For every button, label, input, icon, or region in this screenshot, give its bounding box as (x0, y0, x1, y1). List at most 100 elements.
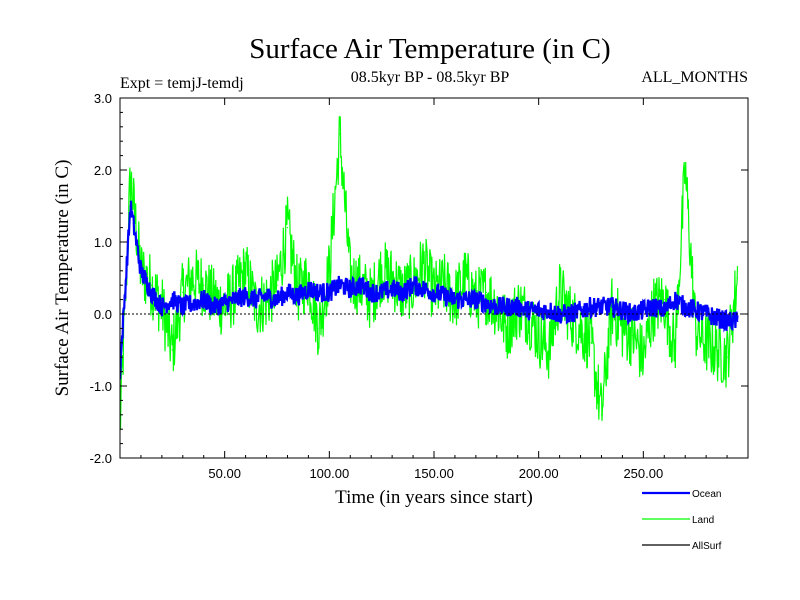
ocean-point (140, 270, 142, 272)
ocean-point (433, 291, 435, 294)
ocean-point (223, 302, 226, 305)
land-point (443, 284, 446, 286)
ocean-point (496, 306, 498, 308)
land-point (339, 133, 341, 135)
ocean-point (579, 309, 582, 312)
ocean-point (590, 306, 592, 308)
land-point (674, 349, 676, 351)
land-point (684, 169, 686, 171)
ocean-point (370, 291, 373, 294)
ocean-point (621, 309, 624, 312)
land-point (129, 176, 132, 178)
land-point (245, 270, 247, 272)
y-tick-label: 3.0 (94, 91, 112, 106)
land-point (538, 335, 540, 337)
ocean-point (673, 298, 676, 301)
ocean-point (255, 298, 257, 301)
land-point (464, 277, 466, 279)
land-point (307, 277, 309, 279)
series-land-line (120, 116, 739, 430)
land-point (224, 306, 226, 308)
series-ocean-line (120, 200, 739, 380)
x-tick-label: 200.00 (519, 466, 559, 481)
chart-title: Surface Air Temperature (in C) (249, 33, 610, 65)
y-tick-label: -2.0 (90, 451, 112, 466)
ocean-point (726, 320, 728, 323)
ocean-point (475, 298, 477, 301)
experiment-label: Expt = temjJ-temdj (120, 75, 244, 92)
ocean-point (391, 288, 393, 290)
land-point (391, 277, 393, 279)
land-point (506, 327, 508, 329)
land-point (203, 284, 205, 286)
ocean-point (485, 302, 488, 305)
ocean-point (537, 309, 540, 312)
ocean-point (412, 284, 414, 287)
ocean-point (276, 298, 278, 301)
ocean-point (307, 288, 310, 290)
ocean-point (339, 284, 341, 287)
months-label: ALL_MONTHS (641, 69, 748, 86)
ocean-point (286, 291, 289, 294)
land-point (726, 356, 728, 358)
x-tick-label: 250.00 (623, 466, 663, 481)
ocean-point (202, 298, 205, 301)
land-point (422, 263, 425, 265)
land-point (192, 277, 194, 279)
ocean-point (663, 309, 666, 312)
x-tick-label: 150.00 (414, 466, 454, 481)
land-point (736, 277, 739, 279)
legend-label-land: Land (692, 515, 714, 526)
legend: Ocean Land AllSurf (642, 489, 722, 552)
y-tick-label: -1.0 (90, 379, 112, 394)
x-tick-label: 100.00 (309, 466, 349, 481)
ocean-point (213, 306, 215, 308)
y-tick-label: 1.0 (94, 235, 112, 250)
y-axis: -2.0 -1.0 0.0 1.0 2.0 3.0 (90, 91, 748, 466)
ocean-point (401, 291, 404, 294)
ocean-point (454, 298, 456, 301)
land-point (663, 299, 665, 301)
ocean-point (600, 306, 603, 308)
ocean-point (171, 298, 174, 301)
land-point (182, 291, 184, 293)
y-axis-label: Surface Air Temperature (in C) (52, 160, 73, 397)
ocean-point (359, 284, 362, 287)
land-point (150, 284, 152, 286)
land-point (716, 349, 718, 351)
x-axis: 50.00 100.00 150.00 200.00 250.00 (140, 98, 728, 481)
legend-label-ocean: Ocean (692, 489, 721, 500)
land-point (559, 291, 561, 293)
y-tick-label: 2.0 (94, 163, 112, 178)
ocean-point (653, 306, 655, 308)
land-point (485, 291, 487, 293)
chart-subtitle: 08.5kyr BP - 08.5kyr BP (351, 69, 510, 86)
land-point (276, 284, 278, 286)
ocean-point (129, 205, 132, 207)
ocean-point (161, 306, 163, 308)
land-point (349, 277, 351, 279)
ocean-point (464, 298, 467, 301)
land-point (642, 356, 644, 358)
ocean-point (297, 295, 299, 297)
x-axis-label: Time (in years since start) (335, 487, 533, 508)
land-point (705, 342, 707, 344)
ocean-point (150, 291, 153, 294)
land-point (318, 327, 320, 329)
ocean-point (443, 295, 446, 297)
y-tick-label: 0.0 (94, 307, 112, 322)
series-layer (120, 116, 739, 430)
land-point (621, 327, 624, 329)
ocean-point (527, 309, 529, 312)
land-point (590, 342, 592, 344)
land-point (600, 414, 603, 416)
x-tick-label: 50.00 (208, 466, 241, 481)
ocean-point (380, 291, 383, 294)
ocean-point (611, 306, 613, 308)
ocean-point (265, 295, 268, 297)
land-point (632, 335, 634, 337)
ocean-point (548, 309, 550, 312)
land-point (171, 349, 173, 351)
ocean-point (736, 320, 739, 323)
